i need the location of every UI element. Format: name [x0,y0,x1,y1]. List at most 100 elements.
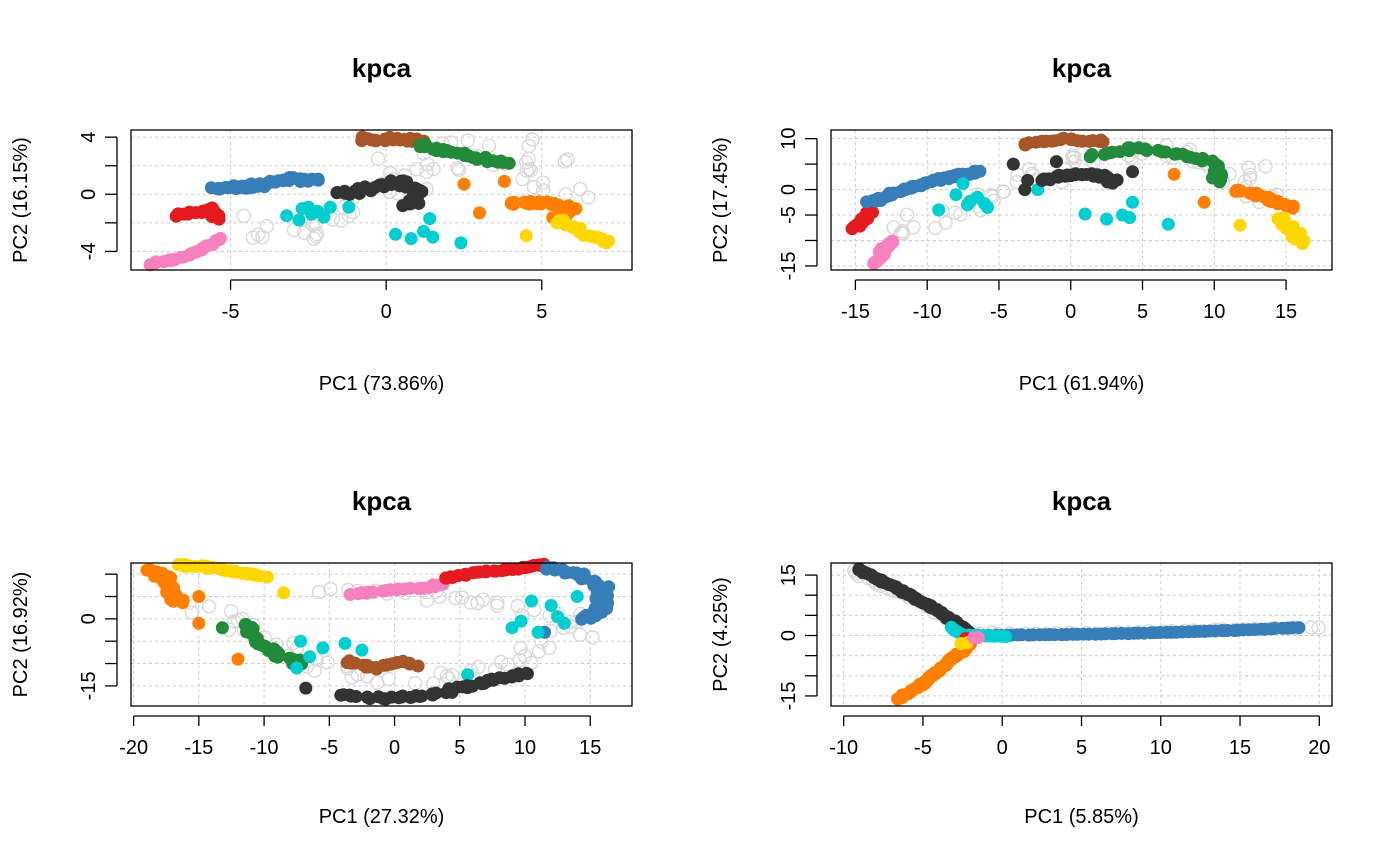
point-cyan [317,210,331,224]
panel-2-frame [830,129,1333,271]
panel-2-xlabel: PC1 (61.94%) [1019,373,1145,395]
point-grey [309,226,325,242]
point-grey [201,599,217,614]
point-gold [260,570,274,584]
point-gold [519,229,533,243]
point-grey [535,175,551,190]
point-grey [448,590,463,606]
point-cyan [423,212,437,226]
point-grey [255,229,270,245]
y-tick-label: 0 [78,189,100,200]
point-black [1035,173,1049,187]
point-grey [1242,170,1258,186]
x-tick-label: -5 [222,301,240,323]
point-grey [445,668,460,683]
point-grey [525,132,540,147]
point-black [1075,168,1088,181]
point-cyan [305,207,318,221]
x-tick-label: 15 [1275,301,1297,323]
point-grey [490,595,505,610]
point-green [271,650,285,664]
point-cyan [999,630,1013,644]
point-cyan [426,230,440,244]
point-grey [490,598,505,613]
point-gold [1295,237,1309,251]
point-grey [454,590,470,605]
point-grey [493,654,509,670]
point-orange [473,206,486,220]
point-grey [906,220,921,235]
x-tick-label: 0 [389,737,400,759]
point-cyan [404,232,418,246]
point-blue [597,598,611,612]
point-cyan [294,634,308,648]
x-tick-label: -20 [119,737,148,759]
point-black [349,690,363,703]
point-grey [408,676,423,691]
point-black [1006,157,1020,171]
point-grey [531,644,546,659]
point-gold [1233,218,1247,232]
panel-3-frame [130,562,633,707]
point-blue [1292,621,1306,635]
point-orange [231,652,245,666]
point-black [429,686,443,700]
point-orange [1286,201,1300,215]
point-black [1021,173,1035,187]
point-grey [519,155,534,170]
point-grey [886,220,901,235]
x-tick-label: 10 [1150,737,1172,759]
point-grey [1311,620,1326,635]
point-cyan [461,668,475,682]
x-tick-label: -5 [320,737,338,759]
point-grey [928,220,943,236]
point-cyan [342,200,356,214]
point-black [520,667,534,681]
point-cyan [290,661,304,675]
point-green [470,152,484,166]
x-tick-label: 5 [454,737,465,759]
y-tick-label: -15 [778,251,800,280]
panel-4-title: kpca [1052,486,1112,516]
point-grey [307,663,322,678]
point-cyan [949,188,963,202]
x-tick-label: -10 [829,737,858,759]
panel-2-ylabel: PC2 (17.45%) [710,137,732,263]
point-grey [1066,150,1081,166]
point-cyan [323,200,337,214]
y-tick-label: 4 [78,132,100,143]
panel-3-points [140,557,616,706]
x-tick-label: -15 [841,301,870,323]
point-grey [557,154,573,169]
point-cyan [338,636,352,650]
point-grey [1241,160,1256,175]
point-grey [334,213,349,228]
y-tick-label: 10 [778,128,800,150]
point-pink [971,631,985,644]
x-tick-label: 10 [1203,301,1225,323]
point-black [1049,155,1063,169]
panel-3-title: kpca [352,486,412,516]
panel-4-frame [830,562,1333,707]
panel-4-points [847,562,1326,706]
x-tick-label: 20 [1308,737,1330,759]
point-brown [1053,133,1067,147]
point-grey [995,184,1011,199]
panel-2-grid [831,130,1332,270]
point-grey [1065,148,1080,164]
point-grey [519,163,534,178]
x-tick-label: 0 [1065,301,1076,323]
y-tick-label: -5 [778,206,800,224]
point-grey [573,181,588,197]
point-pink [366,585,380,599]
panel-1-xlabel: PC1 (73.86%) [319,373,445,395]
point-grey [460,133,475,148]
point-brown [1096,135,1110,149]
point-grey [245,230,261,245]
point-cyan [570,590,584,603]
point-cyan [514,614,528,628]
point-red [866,205,879,219]
point-grey [450,160,465,176]
point-grey [585,630,600,645]
point-brown [365,133,379,147]
